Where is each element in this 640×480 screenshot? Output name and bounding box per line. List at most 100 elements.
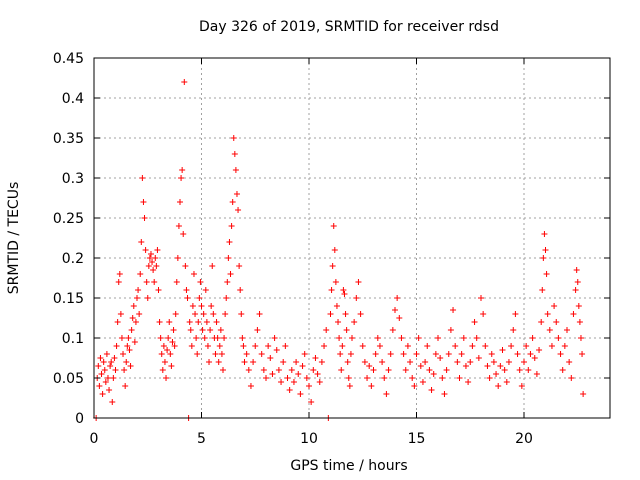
data-point <box>516 367 523 373</box>
data-point <box>254 327 261 333</box>
data-point <box>351 319 358 325</box>
data-point <box>364 375 371 381</box>
data-point <box>575 303 582 309</box>
y-tick-label: 0.25 <box>53 211 84 227</box>
data-point <box>195 319 202 325</box>
data-point <box>280 359 287 365</box>
data-point <box>95 363 102 369</box>
data-point <box>484 363 491 369</box>
data-point <box>478 295 484 301</box>
data-point <box>206 359 213 365</box>
data-point <box>529 335 536 341</box>
data-point <box>333 303 340 309</box>
data-point <box>486 375 493 381</box>
data-point <box>536 347 543 353</box>
data-point <box>233 191 240 197</box>
data-point <box>153 263 160 269</box>
data-point <box>400 351 407 357</box>
data-point <box>141 215 148 221</box>
data-point <box>247 383 254 389</box>
data-point <box>437 355 444 361</box>
data-point <box>113 343 120 349</box>
data-point <box>227 271 234 277</box>
data-point <box>212 351 219 357</box>
data-point <box>316 379 323 385</box>
data-point <box>330 223 337 229</box>
x-tick-label: 10 <box>300 431 318 447</box>
data-point <box>179 167 186 173</box>
data-point <box>475 355 482 361</box>
data-point <box>229 199 236 205</box>
data-point <box>164 347 171 353</box>
data-point <box>344 359 351 365</box>
data-point <box>184 295 191 301</box>
data-point <box>139 175 146 181</box>
data-point <box>228 223 235 229</box>
data-point <box>370 367 377 373</box>
y-tick-label: 0.3 <box>62 171 84 187</box>
y-axis-label: SRMTID / TECUs <box>6 182 22 295</box>
data-point <box>336 335 343 341</box>
data-point <box>329 263 336 269</box>
data-point <box>197 279 204 285</box>
data-point <box>198 303 205 309</box>
data-point <box>345 375 352 381</box>
data-point <box>196 295 203 301</box>
data-point <box>572 287 579 293</box>
data-point <box>312 355 319 361</box>
data-point <box>128 327 135 333</box>
y-tick-label: 0.15 <box>53 291 84 307</box>
data-point <box>533 371 540 377</box>
data-point <box>290 379 297 385</box>
data-point <box>454 359 461 365</box>
data-point <box>132 319 139 325</box>
y-tick-label: 0.45 <box>53 51 84 67</box>
data-point <box>564 327 570 333</box>
data-point <box>576 319 583 325</box>
data-point <box>114 319 121 325</box>
data-point <box>335 319 342 325</box>
data-point <box>161 359 168 365</box>
data-point <box>203 319 210 325</box>
x-tick-label: 15 <box>408 431 426 447</box>
x-tick-label: 0 <box>90 431 99 447</box>
data-point <box>456 375 463 381</box>
data-point <box>551 303 558 309</box>
data-point <box>392 307 398 313</box>
data-point <box>140 199 147 205</box>
data-point <box>258 351 265 357</box>
data-point <box>342 311 349 317</box>
data-point <box>267 355 274 361</box>
data-point <box>208 303 215 309</box>
data-point <box>102 379 109 385</box>
data-point <box>480 311 487 317</box>
data-point <box>224 279 231 285</box>
data-point <box>131 339 138 345</box>
data-point <box>574 279 581 285</box>
data-point <box>207 327 214 333</box>
data-point <box>218 351 225 357</box>
axis-ticks: 0 0.05 0.1 0.15 0.2 0.25 0.3 0.35 0.4 0.45 0 5 10 15 2… <box>53 51 610 447</box>
data-point <box>286 387 293 393</box>
data-point <box>123 359 130 365</box>
data-point <box>482 343 489 349</box>
data-point <box>497 363 504 369</box>
data-point <box>278 379 285 385</box>
data-point <box>426 367 433 373</box>
data-point <box>301 351 308 357</box>
data-point <box>337 351 344 357</box>
data-point <box>180 231 187 237</box>
data-point <box>282 343 289 349</box>
data-point <box>424 343 431 349</box>
data-point <box>523 343 530 349</box>
data-point <box>458 351 465 357</box>
y-tick-label: 0.2 <box>62 251 84 267</box>
data-point <box>222 311 229 317</box>
data-point <box>160 343 167 349</box>
x-tick-label: 20 <box>515 431 533 447</box>
data-point <box>201 335 208 341</box>
data-point <box>121 367 128 373</box>
data-point <box>422 359 429 365</box>
data-point <box>366 363 373 369</box>
data-point <box>129 315 136 321</box>
